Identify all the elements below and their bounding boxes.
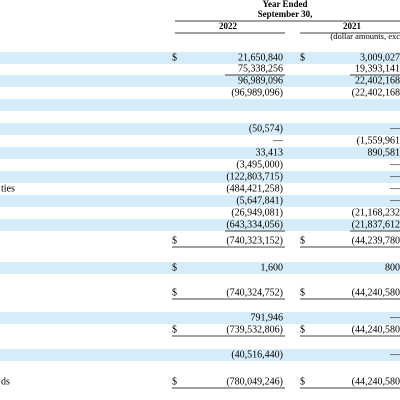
cell: $ bbox=[172, 52, 177, 63]
cell: 1,600 bbox=[261, 262, 284, 273]
cell: (484,421,258) bbox=[226, 183, 283, 194]
cell: — bbox=[389, 183, 400, 194]
cell: 19,393,141 bbox=[355, 63, 400, 74]
cell: — bbox=[389, 349, 400, 360]
row-label: ties bbox=[1, 183, 15, 194]
cell: $ bbox=[300, 324, 305, 335]
rules bbox=[172, 74, 400, 389]
cell: (740,323,152) bbox=[226, 235, 283, 246]
cell: 21,650,840 bbox=[238, 52, 283, 63]
unit-note: (dollar amounts, exc bbox=[330, 31, 400, 41]
cell: $ bbox=[172, 324, 177, 335]
cell: (26,949,081) bbox=[231, 207, 283, 218]
cell: $ bbox=[172, 235, 177, 246]
cell: $ bbox=[300, 376, 305, 387]
cell: (740,324,752) bbox=[226, 287, 283, 298]
cell: — bbox=[389, 195, 400, 206]
column-header: 2022 bbox=[219, 21, 238, 31]
cell: (44,240,580 bbox=[352, 324, 400, 335]
cell: (643,334,056) bbox=[226, 219, 283, 230]
cell: 791,946 bbox=[251, 312, 284, 323]
cell: (122,803,715) bbox=[226, 171, 283, 182]
cell: $ bbox=[300, 287, 305, 298]
stripes bbox=[0, 52, 400, 361]
cell: (44,240,580 bbox=[352, 376, 400, 387]
cell: (21,168,232 bbox=[352, 207, 400, 218]
cell: (21,837,612 bbox=[352, 219, 400, 230]
cell: $ bbox=[172, 376, 177, 387]
cell: 33,413 bbox=[256, 147, 284, 158]
cell: — bbox=[389, 312, 400, 323]
cell: $ bbox=[172, 262, 177, 273]
cell: (22,402,168 bbox=[352, 87, 400, 98]
cell: (5,647,841) bbox=[236, 195, 283, 206]
cell: (44,240,580 bbox=[352, 287, 400, 298]
cell: — bbox=[389, 123, 400, 134]
cell: 22,402,168 bbox=[355, 75, 400, 86]
period-line: September 30, bbox=[258, 9, 313, 19]
cell: 800 bbox=[385, 262, 400, 273]
cell: $ bbox=[300, 52, 305, 63]
cell: (780,049,246) bbox=[226, 376, 283, 387]
column-header: 2021 bbox=[343, 21, 362, 31]
cell: (50,574) bbox=[249, 123, 283, 134]
cell: — bbox=[389, 171, 400, 182]
cell: 96,989,096 bbox=[238, 75, 283, 86]
cell: (44,239,780 bbox=[352, 235, 400, 246]
cell: (739,532,806) bbox=[226, 324, 283, 335]
cell: — bbox=[389, 159, 400, 170]
period-line: Year Ended bbox=[262, 0, 307, 9]
cell: $ bbox=[300, 235, 305, 246]
cell: $ bbox=[172, 287, 177, 298]
cell: (40,516,440) bbox=[231, 349, 283, 360]
cell: 890,581 bbox=[368, 147, 400, 158]
cell: 3,009,027 bbox=[360, 52, 400, 63]
cell: (96,989,096) bbox=[231, 87, 283, 98]
cell: (1,559,961 bbox=[357, 135, 400, 146]
cell: — bbox=[272, 135, 284, 146]
cell: 75,338,256 bbox=[238, 63, 283, 74]
row-label: ds bbox=[1, 376, 10, 387]
cell: (3,495,000) bbox=[236, 159, 283, 170]
